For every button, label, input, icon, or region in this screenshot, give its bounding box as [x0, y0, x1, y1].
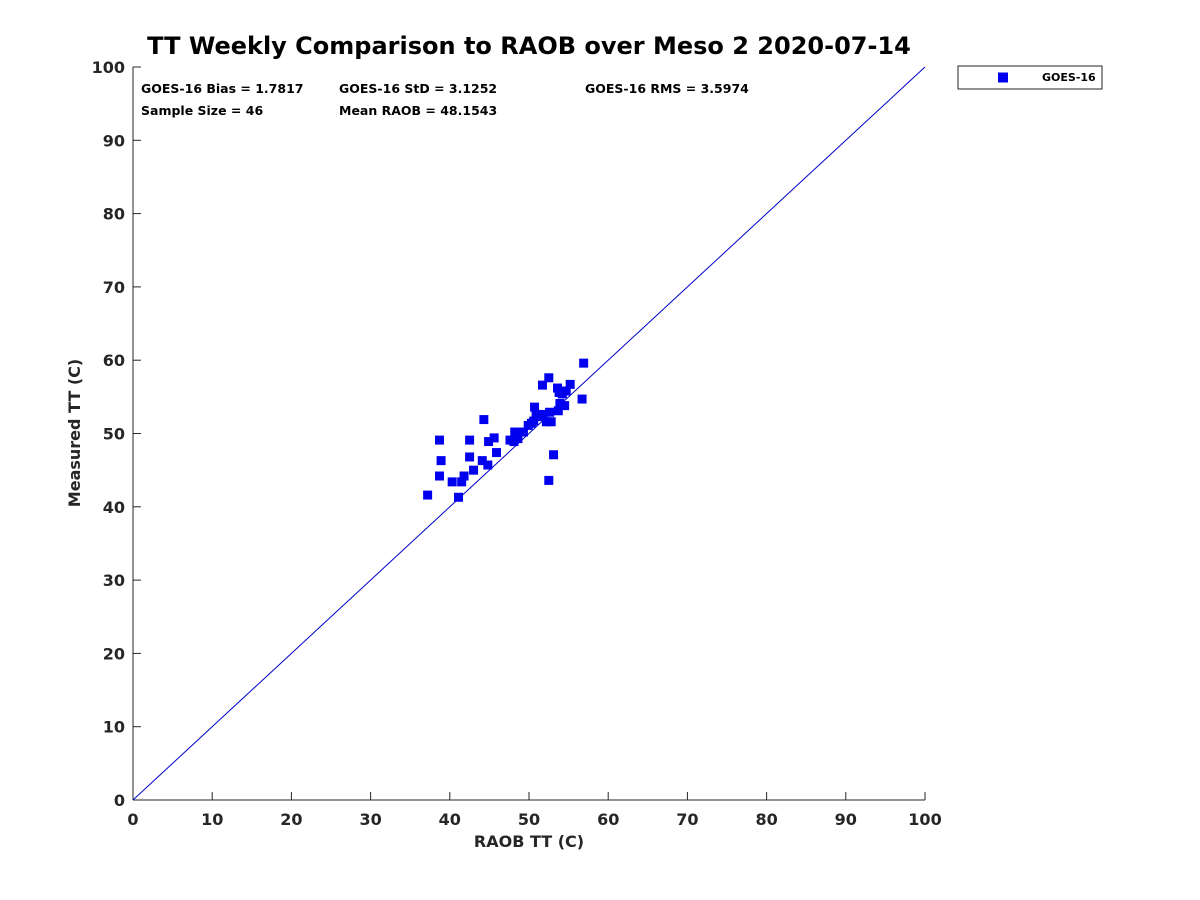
- y-tick-label: 60: [103, 351, 125, 370]
- y-tick-label: 80: [103, 205, 125, 224]
- x-tick-label: 100: [908, 810, 941, 829]
- one-to-one-reference-line: [132, 66, 926, 801]
- x-tick-label: 0: [127, 810, 138, 829]
- data-point: [577, 394, 587, 404]
- y-tick-label: 70: [103, 278, 125, 297]
- data-point: [530, 402, 540, 412]
- chart-title: TT Weekly Comparison to RAOB over Meso 2…: [147, 32, 911, 60]
- data-point: [469, 465, 479, 475]
- data-point: [534, 412, 544, 422]
- legend-label: GOES-16: [1042, 71, 1096, 84]
- y-tick-label: 50: [103, 425, 125, 444]
- data-point: [479, 415, 489, 425]
- data-point: [518, 427, 528, 437]
- data-point: [436, 456, 446, 466]
- data-point: [560, 401, 570, 411]
- data-point: [489, 433, 499, 443]
- legend-box: [957, 65, 1103, 90]
- data-point: [454, 492, 464, 502]
- y-ticks: 0 10 20 30 40 50 60 70 80 90 100: [92, 58, 141, 810]
- data-point: [545, 407, 555, 417]
- y-tick-label: 10: [103, 718, 125, 737]
- data-point: [435, 471, 445, 481]
- legend: GOES-16: [957, 65, 1103, 90]
- data-point: [544, 373, 554, 383]
- x-tick-label: 60: [597, 810, 619, 829]
- y-tick-label: 30: [103, 571, 125, 590]
- data-point: [537, 380, 547, 390]
- y-tick-label: 0: [114, 791, 125, 810]
- x-tick-label: 80: [755, 810, 777, 829]
- x-tick-label: 90: [835, 810, 857, 829]
- x-tick-label: 30: [359, 810, 381, 829]
- data-point: [492, 448, 502, 458]
- y-tick-label: 40: [103, 498, 125, 517]
- data-point: [465, 435, 475, 445]
- data-point: [510, 427, 520, 437]
- data-point: [483, 460, 493, 470]
- x-tick-label: 70: [676, 810, 698, 829]
- data-point: [553, 406, 563, 416]
- data-point: [484, 437, 494, 447]
- data-point: [557, 389, 567, 399]
- y-tick-label: 90: [103, 131, 125, 150]
- data-points: [423, 358, 589, 502]
- data-point: [549, 450, 559, 460]
- data-point: [465, 452, 475, 462]
- rms-stat: GOES-16 RMS = 3.5974: [585, 81, 749, 96]
- x-tick-label: 20: [280, 810, 302, 829]
- x-axis-label: RAOB TT (C): [474, 832, 584, 851]
- data-point: [513, 434, 523, 444]
- data-point: [457, 477, 467, 487]
- x-tick-label: 40: [439, 810, 461, 829]
- plot-area: 0 10 20 30 40 50 60 70 80 90 100 0 10 20 30 40 50 60 70 80…: [92, 58, 942, 829]
- data-point: [546, 417, 556, 427]
- data-point: [447, 477, 457, 487]
- data-point: [565, 379, 575, 389]
- data-point: [526, 418, 536, 428]
- data-point: [579, 358, 589, 368]
- sample-size-stat: Sample Size = 46: [141, 103, 263, 118]
- data-point: [541, 417, 551, 427]
- y-tick-label: 20: [103, 644, 125, 663]
- data-point: [459, 471, 469, 481]
- data-point: [423, 490, 433, 500]
- data-point: [555, 398, 565, 408]
- std-stat: GOES-16 StD = 3.1252: [339, 81, 497, 96]
- x-ticks: 0 10 20 30 40 50 60 70 80 90 100: [127, 792, 942, 829]
- bias-stat: GOES-16 Bias = 1.7817: [141, 81, 303, 96]
- mean-raob-stat: Mean RAOB = 48.1543: [339, 103, 497, 118]
- data-point: [435, 435, 445, 445]
- data-point: [544, 475, 554, 485]
- x-tick-label: 50: [518, 810, 540, 829]
- y-tick-label: 100: [92, 58, 125, 77]
- x-tick-label: 10: [201, 810, 223, 829]
- legend-marker-square-icon: [998, 72, 1008, 83]
- y-axis-label: Measured TT (C): [65, 359, 84, 507]
- data-point: [477, 456, 487, 466]
